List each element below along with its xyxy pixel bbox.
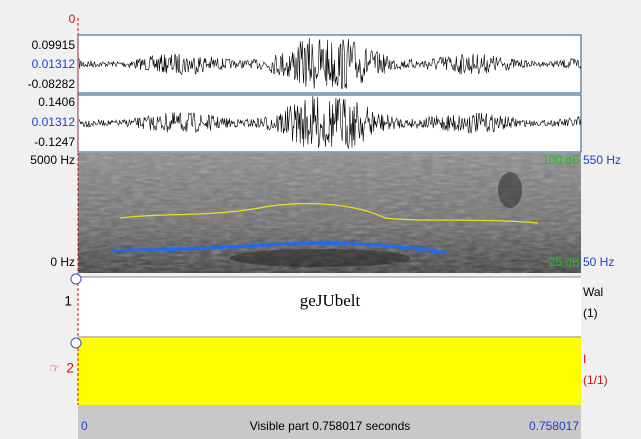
pitch-max: 550 Hz — [583, 153, 621, 167]
max-frequency: 5000 Hz — [30, 153, 75, 167]
tier-pointer: ☞ — [49, 361, 60, 375]
footer-label[interactable]: Visible part 0.758017 seconds — [250, 419, 411, 433]
tier-2 — [78, 338, 581, 405]
tier-name: I — [583, 352, 586, 366]
interval-text[interactable]: geJUbelt — [300, 291, 361, 310]
tier-number: 2 — [66, 360, 74, 376]
channel-min: -0.08282 — [28, 77, 76, 91]
channel-max: 0.1406 — [38, 95, 75, 109]
pitch-min: 50 Hz — [583, 255, 614, 269]
tier-name: Wal — [583, 285, 603, 299]
channel-cursor-value: 0.01312 — [32, 115, 76, 129]
tier-marker[interactable] — [71, 274, 81, 284]
min-frequency: 0 Hz — [50, 255, 75, 269]
tier-count: (1/1) — [583, 373, 608, 387]
tier-marker[interactable] — [71, 338, 81, 348]
footer-end: 0.758017 — [529, 419, 579, 433]
footer-start: 0 — [81, 419, 88, 433]
spectral-blob — [230, 249, 410, 267]
channel-max: 0.09915 — [32, 38, 76, 52]
min-db: 25 dB — [549, 255, 580, 269]
praat-editor: 0 0.09915 0.01312 -0.08282 0.1406 0.0131… — [0, 0, 641, 439]
channel-cursor-value: 0.01312 — [32, 57, 76, 71]
max-db: 100 dB — [542, 153, 580, 167]
channel-min: -0.1247 — [34, 135, 75, 149]
spectral-blob — [498, 172, 522, 208]
cursor-time: 0 — [69, 12, 76, 26]
tier-number: 1 — [64, 293, 72, 309]
tier-count: (1) — [583, 306, 598, 320]
